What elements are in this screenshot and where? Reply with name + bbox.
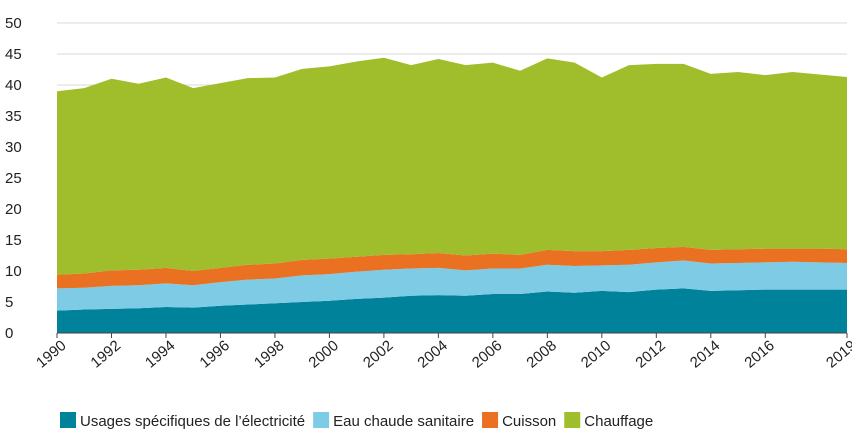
y-tick-label: 30 xyxy=(5,139,22,156)
area xyxy=(57,246,847,289)
x-tick-label: 2014 xyxy=(687,337,723,371)
x-tick-label: 2000 xyxy=(305,337,341,371)
x-tick-label: 2006 xyxy=(469,337,505,371)
area xyxy=(57,288,847,333)
legend-label: Usages spécifiques de l’électricité xyxy=(80,413,305,430)
area xyxy=(57,260,847,311)
x-tick-label: 2010 xyxy=(578,337,614,371)
y-tick-label: 20 xyxy=(5,201,22,218)
x-tick-label: 2019 xyxy=(823,337,852,371)
legend-swatch xyxy=(60,412,76,428)
y-tick-label: 40 xyxy=(5,77,22,94)
y-tick-label: 15 xyxy=(5,232,22,249)
x-tick-label: 2004 xyxy=(414,337,450,371)
legend-label: Cuisson xyxy=(502,413,556,430)
areas xyxy=(57,57,847,333)
x-tick-label: 1998 xyxy=(251,337,287,371)
x-tick-label: 1996 xyxy=(197,337,233,371)
y-tick-label: 50 xyxy=(5,15,22,32)
y-tick-label: 0 xyxy=(5,325,13,342)
y-tick-label: 10 xyxy=(5,263,22,280)
x-tick-label: 2012 xyxy=(632,337,668,371)
x-tick-label: 2002 xyxy=(360,337,396,371)
area xyxy=(57,57,847,275)
legend-label: Eau chaude sanitaire xyxy=(333,413,474,430)
x-tick-label: 2016 xyxy=(741,337,777,371)
x-tick-label: 2008 xyxy=(523,337,559,371)
x-tick-label: 1990 xyxy=(33,337,69,371)
y-tick-label: 35 xyxy=(5,108,22,125)
x-tick-label: 1994 xyxy=(142,337,178,371)
legend-swatch xyxy=(482,412,499,428)
y-tick-label: 25 xyxy=(5,170,22,187)
y-tick-label: 45 xyxy=(5,46,22,63)
legend-label: Chauffage xyxy=(584,413,653,430)
legend-swatch xyxy=(564,412,581,428)
legend-swatch xyxy=(313,412,330,428)
y-tick-label: 5 xyxy=(5,294,13,311)
x-tick-label: 1992 xyxy=(88,337,124,371)
